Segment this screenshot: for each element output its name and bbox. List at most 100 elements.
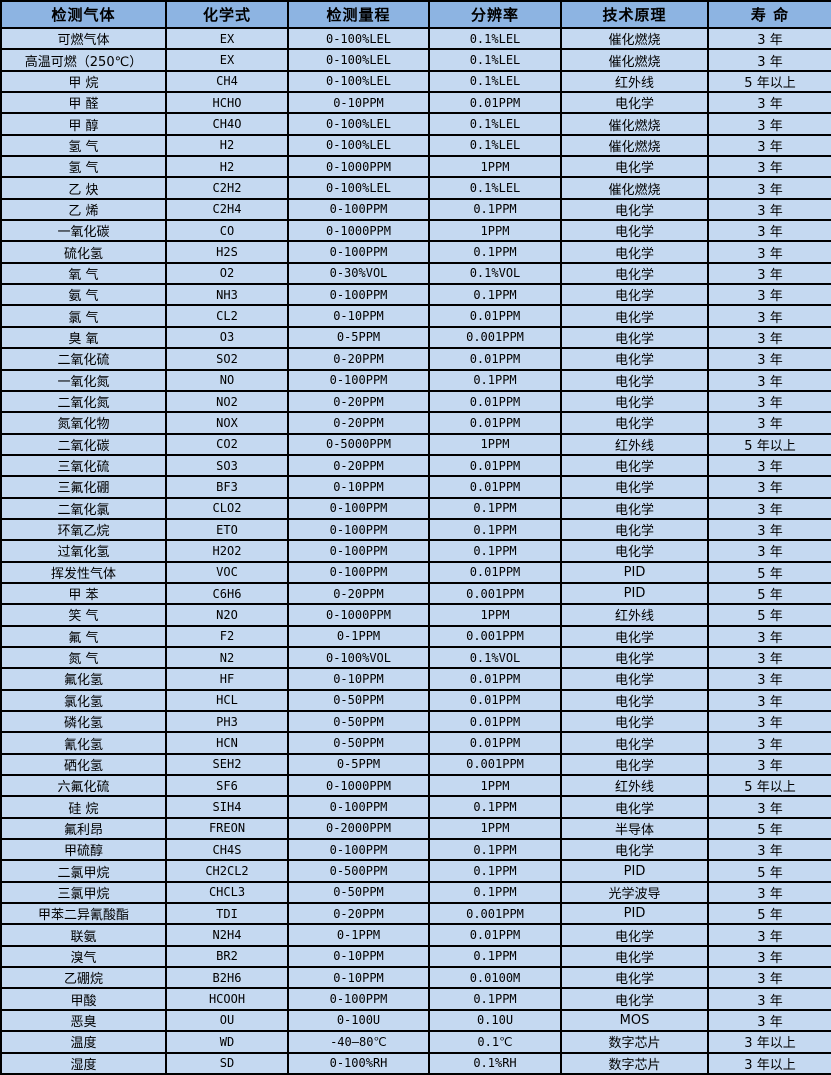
- cell-lifespan: 3 年: [707, 219, 831, 243]
- cell-resolution: 0.1PPM: [428, 240, 562, 264]
- cell-resolution: 0.01PPM: [428, 389, 562, 414]
- cell-resolution: 0.1%LEL: [428, 26, 562, 51]
- cell-lifespan: 3 年: [707, 944, 831, 969]
- cell-gas: 二氯甲烷: [0, 859, 167, 883]
- cell-resolution: 0.1PPM: [428, 944, 562, 969]
- cell-gas: 笑 气: [0, 603, 167, 627]
- cell-resolution: 0.01PPM: [428, 688, 562, 713]
- cell-lifespan: 5 年: [707, 902, 831, 926]
- cell-formula: HCL: [165, 688, 289, 713]
- cell-resolution: 1PPM: [428, 219, 562, 243]
- cell-lifespan: 3 年: [707, 133, 831, 158]
- cell-lifespan: 3 年: [707, 688, 831, 713]
- cell-gas: 氧 气: [0, 261, 167, 286]
- cell-principle: 红外线: [560, 603, 709, 627]
- table-row: 氯化氢 HCL 0-50PPM 0.01PPM 电化学 3 年: [0, 688, 831, 713]
- cell-resolution: 0.1℃: [428, 1030, 562, 1054]
- cell-formula: CH4O: [165, 112, 289, 136]
- cell-gas: 硫化氢: [0, 240, 167, 264]
- table-row: 一氧化碳 CO 0-1000PPM 1PPM 电化学 3 年: [0, 219, 831, 243]
- cell-lifespan: 5 年以上: [707, 432, 831, 456]
- cell-formula: CO: [165, 219, 289, 243]
- cell-principle: 催化燃烧: [560, 112, 709, 136]
- cell-principle: 电化学: [560, 496, 709, 520]
- cell-range: 0-100%LEL: [287, 69, 430, 94]
- cell-lifespan: 3 年: [707, 752, 831, 777]
- cell-resolution: 0.1PPM: [428, 987, 562, 1011]
- cell-formula: SIH4: [165, 795, 289, 819]
- cell-lifespan: 3 年: [707, 880, 831, 905]
- table-row: 笑 气 N2O 0-1000PPM 1PPM 红外线 5 年: [0, 603, 831, 627]
- table-row: 联氨 N2H4 0-1PPM 0.01PPM 电化学 3 年: [0, 923, 831, 947]
- cell-gas: 过氧化氢: [0, 539, 167, 563]
- table-row: 氟 气 F2 0-1PPM 0.001PPM 电化学 3 年: [0, 624, 831, 648]
- cell-formula: SD: [165, 1051, 289, 1075]
- cell-formula: NO: [165, 368, 289, 392]
- cell-resolution: 0.1%VOL: [428, 645, 562, 670]
- cell-principle: 半导体: [560, 816, 709, 841]
- cell-lifespan: 3 年: [707, 304, 831, 328]
- cell-lifespan: 3 年: [707, 389, 831, 414]
- cell-range: 0-100PPM: [287, 368, 430, 392]
- cell-lifespan: 3 年: [707, 838, 831, 862]
- table-row: 甲酸 HCOOH 0-100PPM 0.1PPM 电化学 3 年: [0, 987, 831, 1011]
- cell-range: 0-10PPM: [287, 304, 430, 328]
- cell-principle: 电化学: [560, 283, 709, 307]
- cell-formula: ETO: [165, 517, 289, 542]
- table-row: 甲 烷 CH4 0-100%LEL 0.1%LEL 红外线 5 年以上: [0, 69, 831, 94]
- cell-range: 0-100PPM: [287, 283, 430, 307]
- cell-lifespan: 5 年: [707, 859, 831, 883]
- cell-range: 0-100PPM: [287, 560, 430, 584]
- cell-range: 0-1000PPM: [287, 155, 430, 179]
- cell-gas: 氰化氢: [0, 731, 167, 755]
- cell-resolution: 0.1PPM: [428, 838, 562, 862]
- cell-formula: C2H2: [165, 176, 289, 200]
- cell-lifespan: 3 年: [707, 987, 831, 1011]
- cell-formula: CLO2: [165, 496, 289, 520]
- cell-lifespan: 3 年: [707, 261, 831, 286]
- cell-resolution: 0.1PPM: [428, 795, 562, 819]
- table-row: 硅 烷 SIH4 0-100PPM 0.1PPM 电化学 3 年: [0, 795, 831, 819]
- cell-principle: 电化学: [560, 795, 709, 819]
- cell-lifespan: 3 年: [707, 475, 831, 499]
- cell-lifespan: 3 年: [707, 240, 831, 264]
- cell-lifespan: 3 年: [707, 539, 831, 563]
- cell-formula: CH4S: [165, 838, 289, 862]
- cell-resolution: 1PPM: [428, 774, 562, 798]
- cell-range: 0-20PPM: [287, 902, 430, 926]
- cell-principle: 光学波导: [560, 880, 709, 905]
- col-header-gas: 检测气体: [0, 0, 167, 29]
- cell-gas: 乙 炔: [0, 176, 167, 200]
- cell-range: 0-1000PPM: [287, 774, 430, 798]
- table-body: 可燃气体 EX 0-100%LEL 0.1%LEL 催化燃烧 3 年高温可燃（250℃） E…: [0, 26, 831, 1075]
- cell-resolution: 0.1%LEL: [428, 112, 562, 136]
- cell-formula: N2H4: [165, 923, 289, 947]
- cell-formula: OU: [165, 1008, 289, 1033]
- cell-gas: 溴气: [0, 944, 167, 969]
- cell-gas: 氟利昂: [0, 816, 167, 841]
- cell-formula: CL2: [165, 304, 289, 328]
- cell-lifespan: 3 年: [707, 283, 831, 307]
- cell-range: 0-20PPM: [287, 453, 430, 478]
- table-row: 氯 气 CL2 0-10PPM 0.01PPM 电化学 3 年: [0, 304, 831, 328]
- cell-resolution: 0.01PPM: [428, 731, 562, 755]
- table-row: 可燃气体 EX 0-100%LEL 0.1%LEL 催化燃烧 3 年: [0, 26, 831, 51]
- cell-principle: 电化学: [560, 709, 709, 734]
- cell-resolution: 0.1PPM: [428, 880, 562, 905]
- cell-principle: 数字芯片: [560, 1051, 709, 1075]
- table-row: 氢 气 H2 0-1000PPM 1PPM 电化学 3 年: [0, 155, 831, 179]
- cell-principle: 红外线: [560, 69, 709, 94]
- cell-range: 0-100%LEL: [287, 176, 430, 200]
- col-header-formula: 化学式: [165, 0, 289, 29]
- cell-resolution: 0.1%RH: [428, 1051, 562, 1075]
- table-row: 氮氧化物 NOX 0-20PPM 0.01PPM 电化学 3 年: [0, 411, 831, 435]
- cell-gas: 甲 烷: [0, 69, 167, 94]
- cell-principle: 电化学: [560, 752, 709, 777]
- table-row: 高温可燃（250℃） EX 0-100%LEL 0.1%LEL 催化燃烧 3 年: [0, 48, 831, 72]
- cell-principle: 电化学: [560, 838, 709, 862]
- cell-formula: HCOOH: [165, 987, 289, 1011]
- table-row: 甲硫醇 CH4S 0-100PPM 0.1PPM 电化学 3 年: [0, 838, 831, 862]
- cell-principle: 电化学: [560, 475, 709, 499]
- cell-gas: 氢 气: [0, 133, 167, 158]
- cell-gas: 臭 氧: [0, 325, 167, 350]
